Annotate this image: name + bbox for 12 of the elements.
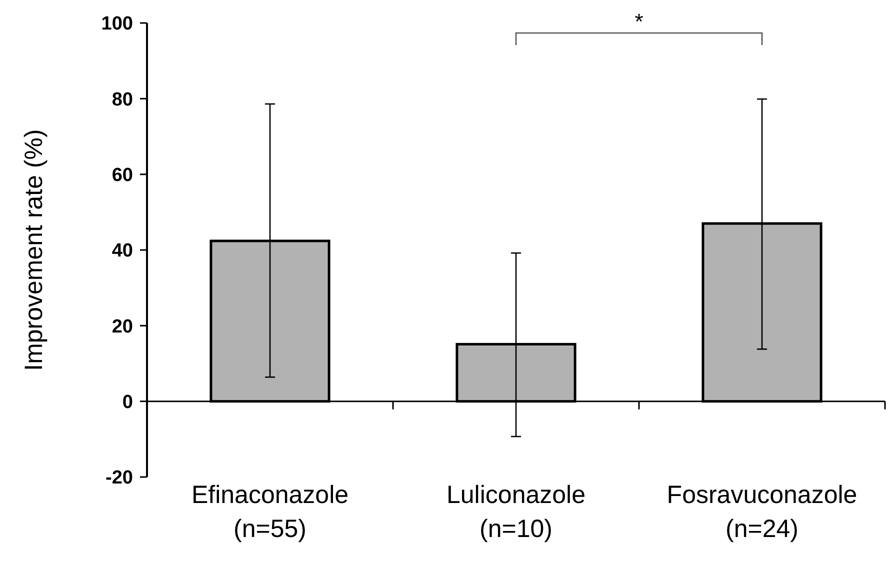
y-axis-title: Improvement rate (%) [20, 129, 48, 371]
y-tick-label: 40 [112, 240, 133, 262]
y-tick-label: 80 [112, 89, 133, 110]
x-tick-label: Efinaconazole (n=55) [191, 481, 349, 543]
y-tick-label: -20 [106, 468, 133, 489]
x-tick-label: Fosravuconazole (n=24) [666, 481, 858, 543]
y-tick-label: 0 [122, 392, 133, 413]
annotation: * [634, 9, 644, 34]
y-tick-label: 60 [112, 164, 133, 186]
x-tick-label: Luliconazole (n=10) [446, 481, 586, 543]
y-tick-label: 100 [101, 14, 133, 35]
y-tick-label: 20 [112, 316, 133, 338]
